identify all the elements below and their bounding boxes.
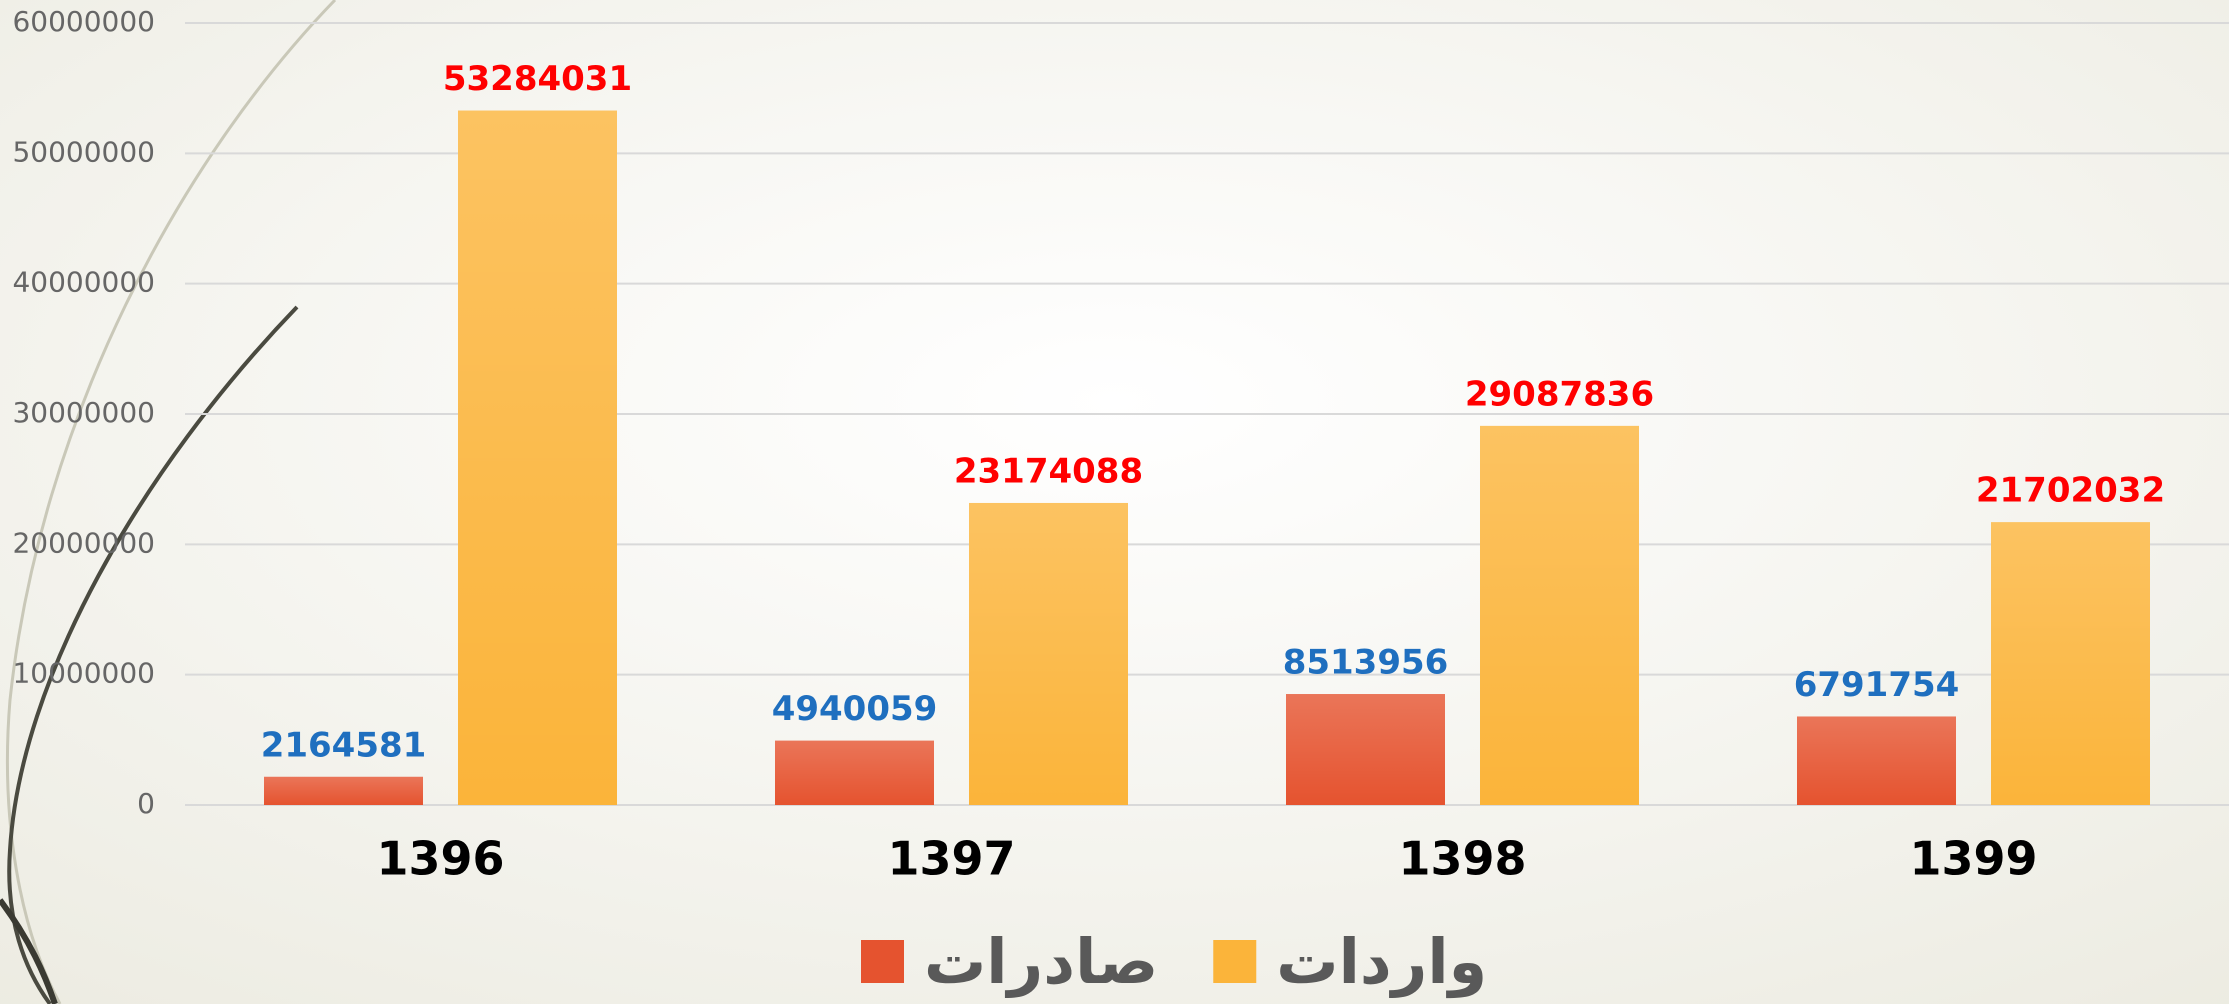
y-tick-label: 60000000 (12, 5, 155, 38)
legend-swatch (1213, 940, 1256, 983)
value-label: 6791754 (1794, 665, 1960, 705)
value-label: 23174088 (954, 451, 1143, 491)
legend-label: واردات (1276, 925, 1487, 998)
y-tick-label: 50000000 (12, 135, 155, 168)
x-tick-label: 1398 (1398, 832, 1526, 886)
value-label: 8513956 (1283, 643, 1449, 683)
y-tick-label: 10000000 (12, 657, 155, 690)
value-label: 2164581 (261, 725, 427, 765)
y-tick-label: 0 (137, 787, 155, 820)
legend-label: صادرات (924, 925, 1158, 998)
bar-shade (969, 503, 1128, 805)
value-label: 53284031 (443, 59, 632, 99)
bar-shade (775, 741, 934, 805)
bar-shade (1991, 522, 2150, 805)
background (0, 0, 2229, 1004)
bar-shade (1797, 716, 1956, 805)
chart: 0 10000000 20000000 30000000 40000000 5000000… (0, 0, 2229, 1004)
y-tick-label: 30000000 (12, 396, 155, 429)
bar-shade (1286, 694, 1445, 805)
bar-shade (458, 111, 617, 805)
value-label: 21702032 (1976, 471, 2165, 511)
legend-swatch (861, 940, 904, 983)
y-tick-label: 20000000 (12, 526, 155, 559)
y-tick-label: 40000000 (12, 266, 155, 299)
page: {"chart_data": {"type": "bar", "categori… (0, 0, 2229, 1004)
x-tick-label: 1399 (1909, 832, 2037, 886)
x-tick-label: 1397 (887, 832, 1015, 886)
x-tick-label: 1396 (376, 832, 504, 886)
value-label: 29087836 (1465, 374, 1654, 414)
bar-shade (1480, 426, 1639, 805)
value-label: 4940059 (772, 689, 938, 729)
bar-shade (264, 777, 423, 805)
